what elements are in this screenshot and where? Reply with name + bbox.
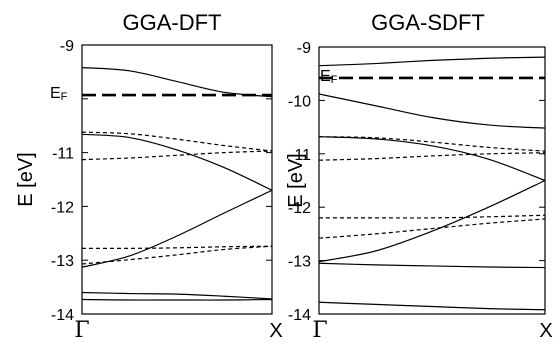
fermi-label-sub: F [331, 74, 338, 86]
fermi-label-sub: F [61, 91, 68, 103]
panel-gga-sdft: GGA-SDFT -9 -10 -11 -12 -13 -14 E [eV] EF Γ X [285, 10, 553, 343]
band-line-solid [81, 291, 273, 300]
band-line-solid [81, 298, 273, 301]
y-tick-label: -13 [51, 253, 74, 270]
band-line-dashed [318, 218, 546, 239]
y-tick-label: -14 [51, 307, 74, 324]
plot-frame [81, 44, 273, 315]
y-tick-label: -14 [288, 307, 311, 324]
y-axis-label: E [eV] [285, 153, 307, 207]
band-line-solid [318, 262, 546, 269]
chart-title: GGA-DFT [123, 10, 222, 35]
y-tick-label: -12 [288, 200, 311, 217]
band-line-solid [318, 93, 546, 129]
band-line-dashed [318, 136, 546, 152]
band-line-dashed [318, 152, 546, 161]
panel-gga-dft: GGA-DFT -9 -11 -12 -13 -14 E [eV] EF Γ X [15, 10, 283, 343]
y-axis-label: E [eV] [15, 152, 37, 206]
band-line-solid [318, 179, 546, 263]
band-line-solid [318, 301, 546, 311]
band-line-dashed [81, 245, 273, 250]
band-line-solid [318, 136, 546, 182]
x-label-x: X [269, 320, 282, 342]
x-label-gamma: Γ [74, 318, 89, 343]
fermi-label-main: E [320, 68, 331, 85]
y-tick-label: -11 [52, 146, 74, 163]
y-tick-label: -12 [51, 199, 74, 216]
plot-frame [318, 46, 546, 315]
band-line-solid [81, 189, 273, 268]
y-tick-label: -13 [288, 254, 311, 271]
band-line-solid [318, 56, 546, 67]
band-line-dashed [81, 131, 273, 152]
band-line-solid [81, 66, 273, 98]
x-label-gamma: Γ [312, 318, 327, 343]
band-line-dashed [81, 150, 273, 161]
fermi-level-label: EF [320, 68, 338, 86]
y-tick-label: -9 [297, 40, 311, 57]
chart-title: GGA-SDFT [371, 10, 485, 35]
y-tick-label: -11 [289, 147, 311, 164]
band-line-solid [81, 133, 273, 191]
x-label-x: X [539, 320, 552, 342]
fermi-label-main: E [50, 85, 61, 102]
fermi-level-label: EF [50, 85, 68, 103]
y-tick-label: -9 [60, 38, 74, 55]
band-line-dashed [319, 214, 546, 219]
y-tick-label: -10 [288, 93, 311, 110]
